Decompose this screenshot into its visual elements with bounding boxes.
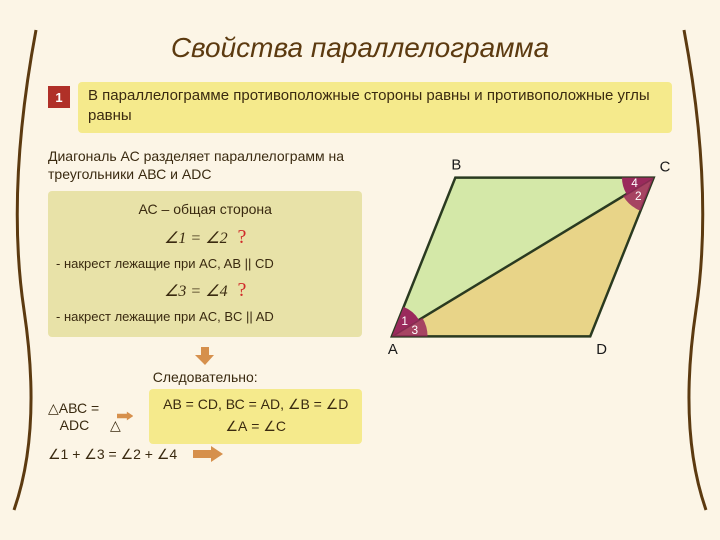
arrow-down-icon-1 — [194, 347, 216, 365]
proof-eq-2: ∠3 = ∠4 — [164, 283, 227, 300]
conclusion-row-1: △АВС = АDС △ АВ = СD, ВС = АD, ∠В = ∠D ∠… — [48, 389, 362, 444]
question-mark-2: ? — [237, 279, 246, 301]
angle-sum-equality: ∠1 + ∠3 = ∠2 + ∠4 — [48, 446, 177, 463]
svg-text:D: D — [597, 342, 608, 358]
arrow-right-icon-2 — [193, 446, 223, 462]
svg-text:3: 3 — [412, 322, 419, 336]
conclusion-heading: Следовательно: — [48, 369, 362, 385]
svg-text:2: 2 — [635, 188, 642, 202]
svg-text:A: A — [388, 342, 398, 358]
conclusion-row-2: ∠1 + ∠3 = ∠2 + ∠4 — [48, 446, 362, 463]
conclusion-block: Следовательно: △АВС = АDС △ АВ = СD, ВС … — [48, 347, 362, 463]
question-mark-1: ? — [237, 226, 246, 248]
triangle-icon-2: △ — [110, 417, 121, 434]
content-row: Диагональ АС разделяет параллелограмм на… — [48, 147, 672, 463]
theorem-text: В параллелограмме противоположные сторон… — [78, 82, 672, 133]
left-decoration — [0, 10, 54, 530]
proof-eq-1: ∠1 = ∠2 — [164, 230, 227, 247]
proof-hint-2: - накрест лежащие при AC, BC || AD — [56, 307, 354, 327]
right-decoration — [666, 10, 720, 530]
proof-box: АС – общая сторона ∠1 = ∠2 ? - накрест л… — [48, 191, 362, 337]
theorem-row: 1 В параллелограмме противоположные стор… — [48, 82, 672, 133]
result-box: АВ = СD, ВС = АD, ∠В = ∠D ∠А = ∠С — [149, 389, 362, 444]
svg-text:C: C — [660, 159, 671, 175]
slide: Свойства параллелограмма 1 В параллелогр… — [0, 0, 720, 540]
diagonal-statement: Диагональ АС разделяет параллелограмм на… — [48, 147, 362, 183]
theorem-number-badge: 1 — [48, 86, 70, 108]
result-line-2: ∠А = ∠С — [163, 415, 348, 437]
triangle-equality: △АВС = АDС △ — [48, 400, 101, 433]
triangle-icon-1: △ — [48, 400, 59, 416]
result-line-1: АВ = СD, ВС = АD, ∠В = ∠D — [163, 393, 348, 415]
proof-hint-1: - накрест лежащие при AC, AB || CD — [56, 254, 354, 274]
page-title: Свойства параллелограмма — [48, 32, 672, 64]
right-column: 1342ABCD — [374, 147, 672, 463]
left-column: Диагональ АС разделяет параллелограмм на… — [48, 147, 362, 463]
proof-common-side: АС – общая сторона — [56, 199, 354, 220]
svg-text:1: 1 — [402, 314, 409, 328]
svg-text:B: B — [452, 157, 462, 173]
parallelogram-diagram: 1342ABCD — [374, 147, 672, 367]
